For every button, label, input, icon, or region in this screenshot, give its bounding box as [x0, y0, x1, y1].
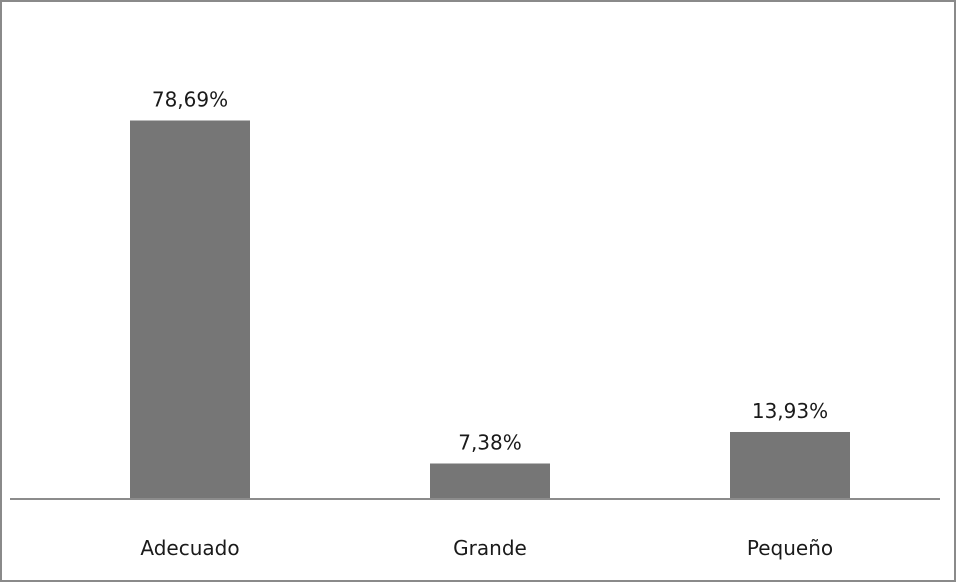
data-label-adecuado: 78,69%: [152, 88, 228, 112]
x-tick-label-adecuado: Adecuado: [140, 536, 239, 560]
data-label-pequeño: 13,93%: [752, 399, 828, 423]
x-tick-label-pequeño: Pequeño: [747, 536, 833, 560]
x-tick-label-grande: Grande: [453, 536, 527, 560]
bar-grande: [430, 463, 550, 499]
bars-group: [130, 120, 850, 499]
x-tick-labels-group: Adecuado Grande Pequeño: [140, 536, 833, 560]
data-labels-group: 78,69% 7,38% 13,93%: [152, 88, 828, 455]
data-label-grande: 7,38%: [458, 431, 522, 455]
bar-adecuado: [130, 120, 250, 499]
bar-pequeño: [730, 431, 850, 499]
